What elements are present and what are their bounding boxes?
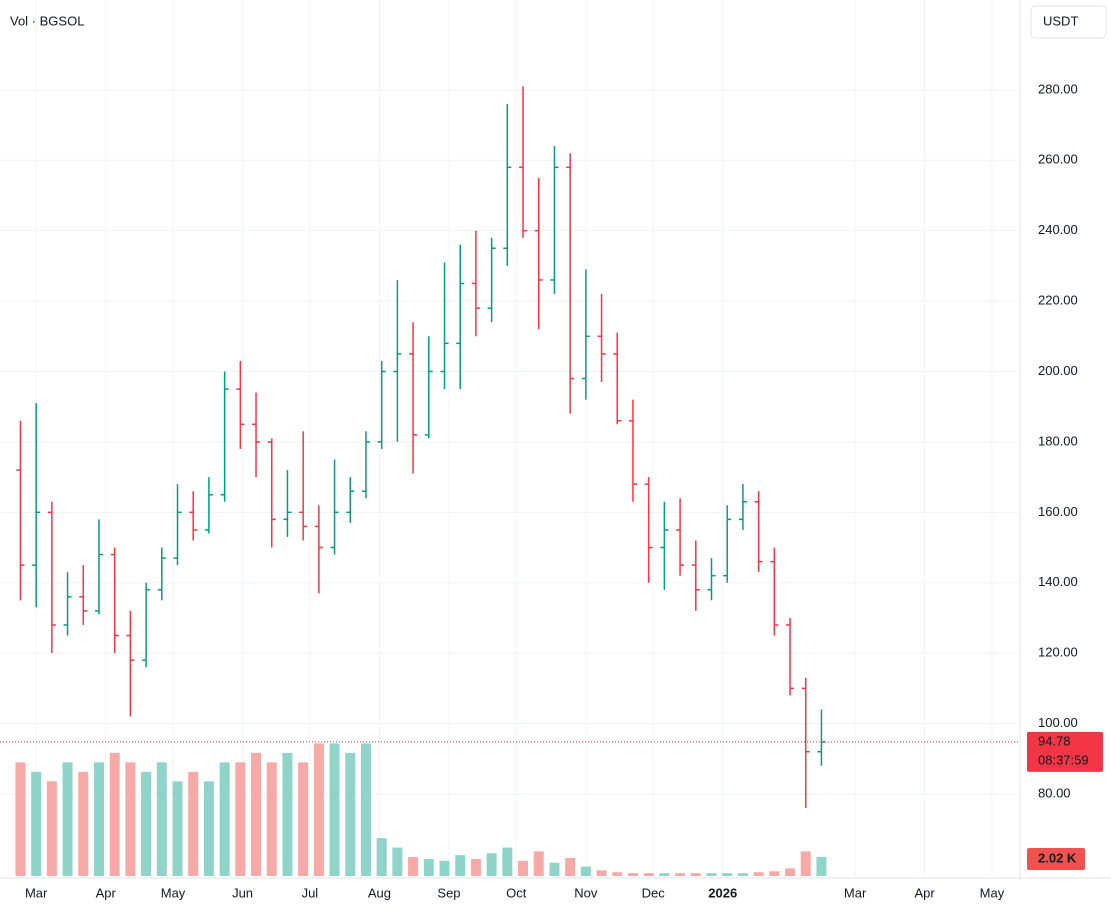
x-tick-label: Sep	[437, 885, 460, 900]
x-tick-label: Jul	[302, 885, 319, 900]
volume-bar	[345, 752, 356, 876]
volume-bar	[580, 866, 591, 876]
volume-bar	[219, 762, 230, 876]
x-tick-label: Dec	[642, 885, 666, 900]
volume-bar	[722, 873, 733, 876]
volume-bar	[46, 781, 57, 876]
x-tick-label: Aug	[368, 885, 391, 900]
currency-button[interactable]	[1030, 5, 1107, 39]
volume-bar	[172, 781, 183, 876]
countdown-label: 08:37:59	[1038, 752, 1089, 767]
y-tick-label: 280.00	[1038, 81, 1078, 96]
volume-bar	[486, 853, 497, 876]
volume-bar	[816, 856, 827, 876]
volume-bar	[62, 762, 73, 876]
volume-bar	[800, 851, 811, 876]
volume-bar	[141, 771, 152, 876]
volume-bar	[518, 860, 529, 876]
volume-bar	[769, 871, 780, 876]
x-tick-label: Nov	[574, 885, 598, 900]
volume-bar	[565, 858, 576, 876]
volume-bar	[251, 752, 262, 876]
volume-bar	[549, 862, 560, 876]
volume-bar	[690, 873, 701, 876]
volume-bar	[596, 870, 607, 876]
volume-bar	[109, 752, 120, 876]
volume-bar	[502, 847, 513, 876]
volume-bar	[282, 752, 293, 876]
x-tick-label: Apr	[915, 885, 936, 900]
volume-bar	[737, 873, 748, 876]
volume-bar	[156, 762, 167, 876]
y-tick-label: 100.00	[1038, 715, 1078, 730]
volume-label-box	[1027, 848, 1085, 870]
volume-bar	[78, 771, 89, 876]
volume-bar	[423, 858, 434, 876]
volume-bar	[753, 872, 764, 876]
volume-bar	[313, 743, 324, 876]
grid	[0, 0, 1020, 876]
y-tick-label: 180.00	[1038, 433, 1078, 448]
volume-bar	[392, 847, 403, 876]
volume-bar	[329, 743, 340, 876]
volume-bar	[533, 851, 544, 876]
volume-label: 2.02 K	[1038, 850, 1077, 865]
currency-label[interactable]: USDT	[1043, 13, 1078, 28]
volume-bar	[470, 858, 481, 876]
volume-bar	[706, 873, 717, 876]
x-tick-label: Jun	[232, 885, 253, 900]
y-tick-label: 260.00	[1038, 152, 1078, 167]
volume-bar	[643, 873, 654, 876]
y-tick-label: 240.00	[1038, 222, 1078, 237]
chart-title: Vol · BGSOL	[10, 13, 84, 28]
x-tick-label: May	[161, 885, 186, 900]
volume-bar	[266, 762, 277, 876]
volume-bar	[612, 872, 623, 876]
y-tick-label: 200.00	[1038, 363, 1078, 378]
volume-bar	[15, 762, 26, 876]
last-price-box	[1027, 731, 1103, 772]
volume-bar	[298, 762, 309, 876]
volume-bar	[125, 762, 136, 876]
y-tick-label: 140.00	[1038, 574, 1078, 589]
volume-bar	[408, 857, 419, 876]
volume-bar	[376, 838, 387, 876]
x-tick-label: Mar	[25, 885, 48, 900]
volume-bar	[785, 868, 796, 876]
y-tick-label: 160.00	[1038, 504, 1078, 519]
x-tick-label: 2026	[708, 885, 737, 900]
volume-bar	[235, 762, 246, 876]
x-tick-label: May	[980, 885, 1005, 900]
volume-bar	[455, 855, 466, 876]
volume-bar	[439, 860, 450, 876]
y-tick-label: 220.00	[1038, 293, 1078, 308]
y-tick-label: 120.00	[1038, 645, 1078, 660]
volume-bar	[203, 781, 214, 876]
volume-bar	[659, 873, 670, 876]
x-tick-label: Mar	[844, 885, 867, 900]
volume-bar	[360, 743, 371, 876]
x-tick-label: Apr	[96, 885, 117, 900]
volume-bar	[31, 771, 42, 876]
y-tick-label: 80.00	[1038, 785, 1071, 800]
x-tick-label: Oct	[506, 885, 527, 900]
last-price-label: 94.78	[1038, 733, 1071, 748]
volume-bar	[675, 873, 686, 876]
volume-bar	[627, 873, 638, 876]
volume-bar	[188, 771, 199, 876]
volume-bar	[93, 762, 104, 876]
